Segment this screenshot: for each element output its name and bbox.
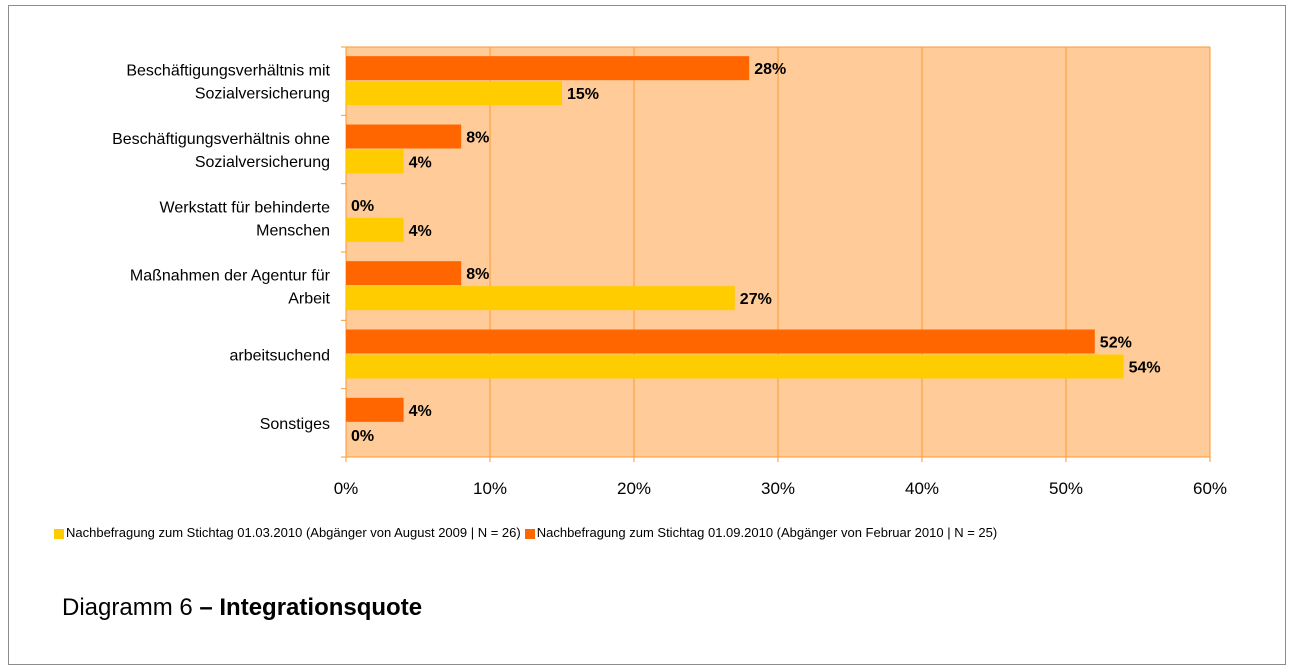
legend-label-series-2: Nachbefragung zum Stichtag 01.09.2010 (A…	[536, 525, 998, 540]
category-label: Sozialversicherung	[195, 154, 330, 171]
data-label-series-1: 15%	[567, 86, 599, 103]
data-label-series-1: 0%	[351, 428, 374, 445]
category-label: Menschen	[256, 222, 330, 239]
legend: Nachbefragung zum Stichtag 01.03.2010 (A…	[54, 525, 1001, 540]
x-tick-label: 20%	[617, 479, 651, 498]
category-label: Beschäftigungsverhältnis ohne	[112, 131, 330, 148]
bar-series-2	[346, 261, 462, 286]
caption-title: – Integrationsquote	[199, 594, 423, 621]
category-label: Sonstiges	[260, 416, 330, 433]
x-tick-label: 50%	[1049, 479, 1083, 498]
data-label-series-2: 4%	[409, 403, 432, 420]
x-tick-label: 10%	[473, 479, 507, 498]
category-label: Maßnahmen der Agentur für	[130, 268, 331, 285]
data-label-series-1: 27%	[740, 291, 772, 308]
bar-series-2	[346, 329, 1095, 354]
category-label: Beschäftigungsverhältnis mit	[126, 63, 330, 80]
data-label-series-2: 52%	[1100, 335, 1132, 352]
data-label-series-2: 0%	[351, 198, 374, 215]
x-tick-label: 60%	[1193, 479, 1227, 498]
bar-series-1	[346, 354, 1124, 379]
data-label-series-2: 8%	[466, 266, 489, 283]
legend-item-series-2: Nachbefragung zum Stichtag 01.09.2010 (A…	[524, 525, 998, 540]
data-label-series-1: 4%	[409, 223, 432, 240]
bar-series-2	[346, 124, 462, 149]
legend-label-series-1: Nachbefragung zum Stichtag 01.03.2010 (A…	[66, 525, 521, 540]
x-tick-label: 30%	[761, 479, 795, 498]
bar-chart: 0% 10% 20% 30% 40% 50% 60% 28% 15% Beschäftigungs…	[112, 46, 1227, 498]
chart-caption: Diagramm 6 – Integrationsquote	[62, 594, 422, 622]
category-label: Werkstatt für behinderte	[160, 199, 331, 216]
data-label-series-1: 4%	[409, 155, 432, 172]
caption-prefix: Diagramm 6	[62, 594, 200, 621]
bar-series-1	[346, 81, 562, 106]
legend-swatch-series-1	[54, 528, 64, 539]
data-label-series-2: 28%	[754, 61, 786, 78]
bar-series-2	[346, 56, 750, 81]
data-label-series-2: 8%	[466, 130, 489, 147]
bar-series-1	[346, 286, 735, 311]
legend-swatch-series-2	[524, 528, 535, 539]
x-tick-label: 0%	[334, 479, 359, 498]
bar-series-2	[346, 397, 404, 422]
bar-series-1	[346, 149, 404, 174]
bar-series-1	[346, 217, 404, 242]
category-label: arbeitsuchend	[229, 348, 330, 365]
legend-item-series-1: Nachbefragung zum Stichtag 01.03.2010 (A…	[54, 525, 521, 540]
category-label: Sozialversicherung	[195, 86, 330, 103]
data-label-series-1: 54%	[1129, 360, 1161, 377]
category-label: Arbeit	[288, 291, 330, 308]
x-tick-label: 40%	[905, 479, 939, 498]
